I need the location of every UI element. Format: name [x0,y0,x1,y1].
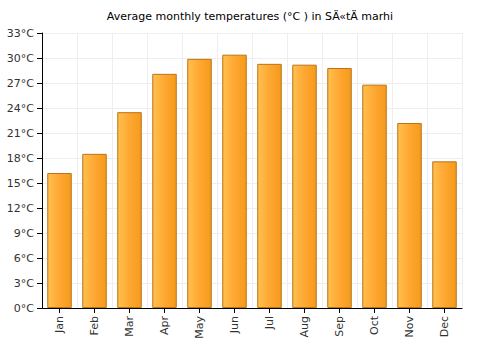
svg-text:Jul: Jul [263,316,276,330]
svg-text:3°C: 3°C [14,277,34,290]
svg-text:27°C: 27°C [7,77,34,90]
svg-text:Aug: Aug [298,316,311,337]
svg-text:15°C: 15°C [7,177,34,190]
svg-text:Mar: Mar [123,316,136,337]
svg-text:33°C: 33°C [7,27,34,40]
svg-text:30°C: 30°C [7,52,34,65]
svg-text:0°C: 0°C [14,302,34,315]
svg-text:Jan: Jan [53,316,66,334]
svg-text:24°C: 24°C [7,102,34,115]
svg-text:Feb: Feb [88,316,101,335]
svg-text:21°C: 21°C [7,127,34,140]
svg-text:9°C: 9°C [14,227,34,240]
svg-text:Jun: Jun [228,316,241,334]
svg-text:Nov: Nov [403,316,416,338]
svg-text:18°C: 18°C [7,152,34,165]
svg-text:Apr: Apr [158,316,171,336]
svg-text:Average monthly temperatures (: Average monthly temperatures (°C ) in SÄ… [107,10,393,23]
svg-text:May: May [193,316,206,339]
svg-text:12°C: 12°C [7,202,34,215]
svg-text:Oct: Oct [368,315,381,335]
svg-text:6°C: 6°C [14,252,34,265]
svg-text:Dec: Dec [438,316,451,337]
svg-text:Sep: Sep [333,316,346,337]
